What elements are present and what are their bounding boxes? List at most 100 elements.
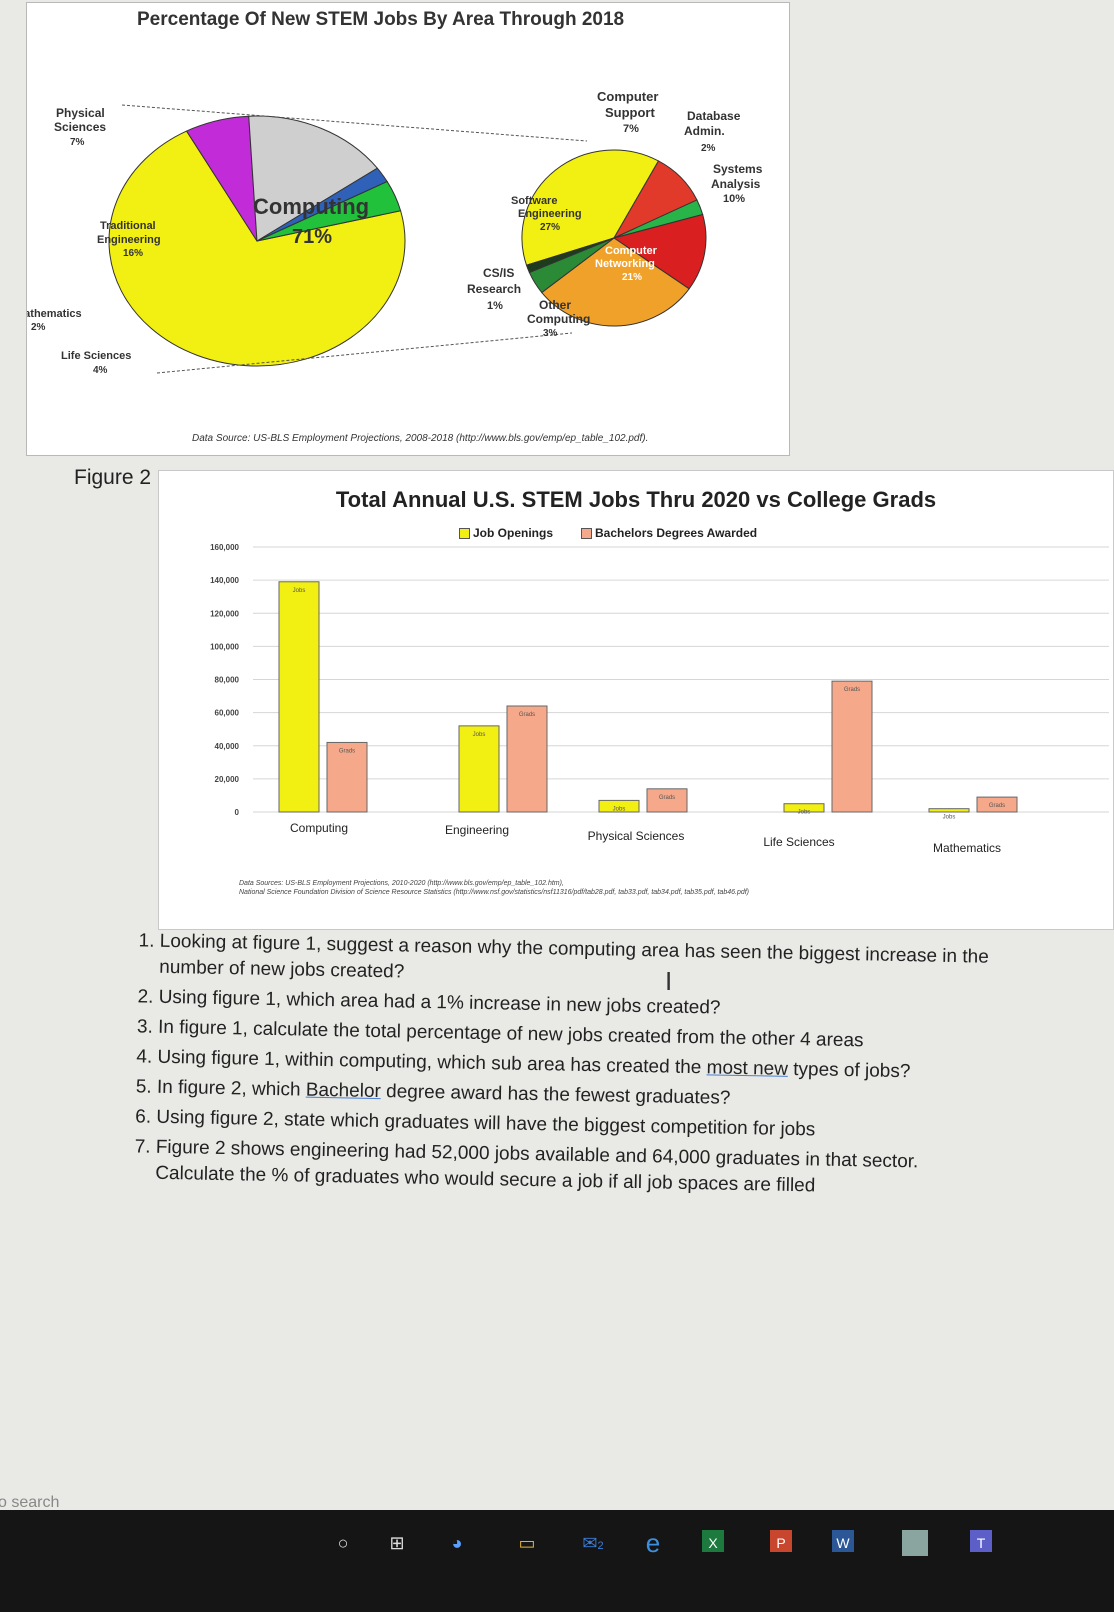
sub-slice-systems-analysis <box>612 213 707 290</box>
connector-line-bottom <box>156 332 573 374</box>
figure-2-caption: Figure 2 <box>74 466 152 489</box>
figure-2-title: Total Annual U.S. STEM Jobs Thru 2020 vs… <box>335 487 937 512</box>
label-other-2: Computing <box>527 312 590 326</box>
figure-2-source: Data Sources: US-BLS Employment Projecti… <box>239 879 749 897</box>
bar-inner-label: Grads <box>989 803 1005 809</box>
label-systems-3: 10% <box>723 193 745 205</box>
x-category-label: Physical Sciences <box>588 829 685 843</box>
label-support-2: Support <box>605 105 655 120</box>
label-database-2: Admin. <box>684 124 725 138</box>
bar-inner-label: Grads <box>519 712 535 718</box>
question-list[interactable]: Looking at figure 1, suggest a reason wh… <box>113 928 998 1207</box>
figure-1: Percentage Of New STEM Jobs By Area Thro… <box>26 2 790 456</box>
label-math-1: Mathematics <box>27 308 82 320</box>
label-computing-1: Computing <box>253 194 369 219</box>
legend-swatch-grads <box>581 528 593 540</box>
legend-grads: Bachelors Degrees Awarded <box>581 526 757 540</box>
label-life-1: Life Sciences <box>61 350 131 362</box>
search-text[interactable]: o search <box>0 1494 60 1511</box>
bar-computing-jobs <box>278 581 320 813</box>
excel-icon[interactable]: X <box>702 1530 724 1552</box>
label-computing-2: 71% <box>292 226 332 248</box>
bar-life-sciences-jobs <box>783 803 825 813</box>
question-text: degree award has the fewest graduates? <box>380 1081 731 1109</box>
bar-physical-sciences-grads <box>646 788 688 813</box>
bar-inner-label: Grads <box>339 748 355 754</box>
taskbar <box>0 1510 1114 1612</box>
label-database-1: Database <box>687 109 741 123</box>
bar-physical-sciences-jobs <box>598 799 640 813</box>
label-other-1: Other <box>539 298 571 312</box>
label-software-1: Software <box>511 195 557 207</box>
legend-jobs: Job Openings <box>459 526 553 540</box>
question-text: Looking at figure 1, suggest a reason wh… <box>159 930 989 983</box>
task-view-icon[interactable]: ⊞ <box>389 1533 405 1553</box>
bar-chart: 0 20,000 40,000 60,000 80,000 100,000 120,000 1… <box>210 543 1109 855</box>
label-csis-1: CS/IS <box>483 266 514 280</box>
bar-inner-label: Grads <box>659 795 675 801</box>
question-text: Using figure 2, state which graduates wi… <box>156 1106 816 1141</box>
main-slice-traditional-engineering <box>248 115 379 242</box>
mail-icon[interactable]: ✉2 <box>582 1533 604 1553</box>
label-networking-2: Networking <box>595 258 655 270</box>
figure-2-source-line-2: National Science Foundation Division of … <box>239 889 750 896</box>
label-traditional-1: Traditional <box>100 220 156 232</box>
edge-icon[interactable]: e <box>645 1528 661 1558</box>
figure-1-pie-charts: Physical Sciences 7% Traditional Enginee… <box>27 89 763 376</box>
bar-mathematics-grads <box>976 796 1018 813</box>
y-tick-label: 140,000 <box>210 576 239 585</box>
teams-icon[interactable]: T <box>970 1530 992 1552</box>
spellcheck-underlined-text: Bachelor <box>305 1079 382 1103</box>
x-category-label: Engineering <box>445 823 509 837</box>
figure-1-source: Data Source: US-BLS Employment Projectio… <box>192 433 649 444</box>
figure-2: Total Annual U.S. STEM Jobs Thru 2020 vs… <box>158 470 1114 930</box>
bar-inner-label: Jobs <box>473 732 486 738</box>
x-category-label: Computing <box>290 821 348 835</box>
label-physical-2: Sciences <box>54 120 106 134</box>
y-tick-label: 100,000 <box>210 642 239 651</box>
label-csis-3: 1% <box>487 300 503 312</box>
word-icon[interactable]: W <box>832 1530 854 1552</box>
label-csis-2: Research <box>467 282 521 296</box>
label-physical-1: Physical <box>56 106 105 120</box>
main-slice-computing <box>108 130 406 367</box>
y-tick-label: 20,000 <box>215 775 240 784</box>
label-traditional-2: Engineering <box>97 234 161 246</box>
photos-icon[interactable] <box>902 1530 928 1556</box>
bar-inner-label: Jobs <box>943 815 956 821</box>
sub-slice-cs-is-research <box>525 237 615 274</box>
y-tick-label: 160,000 <box>210 543 239 552</box>
computing-sub-pie <box>521 149 707 327</box>
bar-inner-label: Jobs <box>798 810 811 816</box>
bar-engineering-jobs <box>458 725 500 813</box>
mail-badge: 2 <box>597 1540 604 1552</box>
legend-label-grads: Bachelors Degrees Awarded <box>595 526 758 540</box>
label-math-2: 2% <box>31 322 46 333</box>
question-item-7: Figure 2 shows engineering had 52,000 jo… <box>155 1135 994 1203</box>
bar-life-sciences-grads <box>831 680 873 813</box>
legend-swatch-jobs <box>459 528 470 540</box>
questions: Looking at figure 1, suggest a reason wh… <box>113 928 998 1203</box>
label-networking-1: Computer <box>605 245 658 257</box>
sub-slice-computer-networking <box>541 237 690 327</box>
main-pie <box>108 115 406 367</box>
cortana-icon[interactable]: ○ <box>337 1533 349 1553</box>
x-category-label: Life Sciences <box>763 835 834 849</box>
bar-inner-label: Jobs <box>293 588 306 594</box>
question-text: Using figure 1, which area had a 1% incr… <box>158 986 721 1019</box>
bar-mathematics-jobs <box>928 808 970 813</box>
label-software-2: Engineering <box>518 208 582 220</box>
y-tick-label: 120,000 <box>210 609 239 618</box>
label-networking-3: 21% <box>622 272 642 283</box>
files-icon[interactable]: ▭ <box>518 1533 536 1553</box>
chrome-icon[interactable]: ◕ <box>451 1533 463 1553</box>
y-tick-label: 80,000 <box>215 676 240 685</box>
connector-line-top <box>121 104 588 142</box>
label-systems-1: Systems <box>713 162 763 176</box>
label-traditional-3: 16% <box>123 248 143 259</box>
question-text: Using figure 1, within computing, which … <box>157 1046 707 1079</box>
question-text: types of jobs? <box>787 1058 911 1083</box>
powerpoint-icon[interactable]: P <box>770 1530 792 1552</box>
spellcheck-underlined-text: most new <box>706 1057 789 1080</box>
legend-label-jobs: Job Openings <box>473 526 554 540</box>
